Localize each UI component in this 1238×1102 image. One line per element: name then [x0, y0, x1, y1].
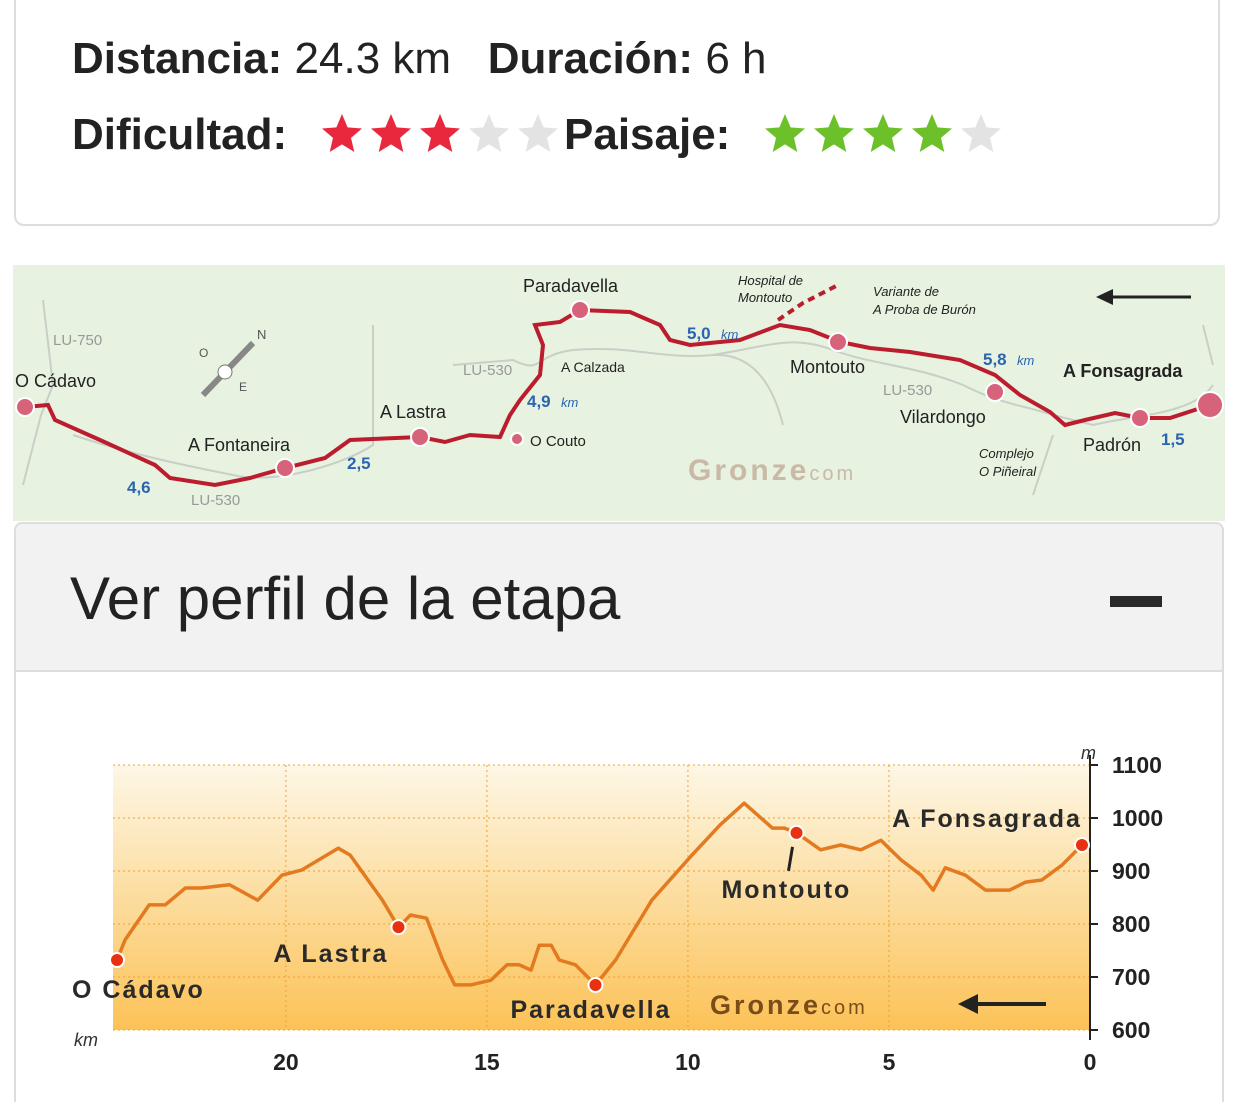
elevation-line	[115, 801, 1084, 987]
x-tick-label: 15	[474, 1049, 500, 1075]
label: Paisaje:	[564, 110, 731, 159]
y-tick-label: 600	[1112, 1017, 1150, 1043]
y-axis-label: m	[1081, 743, 1096, 763]
waypoint-label: Montouto	[721, 876, 851, 904]
place-label: Padrón	[1083, 435, 1141, 455]
section-title: Ver perfil de la etapa	[70, 565, 621, 632]
star	[322, 114, 362, 152]
distance-label: 2,5	[347, 454, 371, 473]
elevation-chart: 600 700 800 900 1000 1100 20 15 10 5 0 m km Gronzecom…	[72, 743, 1163, 1075]
star	[814, 114, 854, 152]
compass: N O E	[199, 327, 266, 398]
x-tick-label: 20	[273, 1049, 299, 1075]
note-label: Hospital de	[738, 273, 803, 288]
x-tick-label: 5	[883, 1049, 896, 1075]
star	[912, 114, 952, 152]
distance-label: 5,8	[983, 350, 1007, 369]
road-label: LU-530	[463, 362, 512, 379]
label: Duración:	[487, 34, 694, 83]
place-label: Vilardongo	[900, 407, 986, 427]
unit-label: km	[1017, 353, 1035, 368]
place-label: A Fontaneira	[188, 435, 291, 455]
place-label: A Lastra	[380, 402, 447, 422]
waypoint-label: O Cádavo	[72, 976, 205, 1004]
distance-label: 4,6	[127, 478, 151, 497]
place-label: O Couto	[530, 433, 586, 450]
brand: Gronzecom	[710, 990, 868, 1020]
note-label: A Proba de Burón	[872, 302, 976, 317]
waypoint-label: A Lastra	[273, 940, 388, 968]
leader	[787, 846, 794, 872]
waypoint	[109, 952, 126, 969]
compass-label: E	[239, 380, 247, 394]
y-tick-label: 800	[1112, 911, 1150, 937]
star	[371, 114, 411, 152]
star	[420, 114, 460, 152]
y-tick-label: 1100	[1112, 752, 1162, 778]
stage-distances: 4,6 2,5 4,9 km 5,0 km 5,8 km 1,5	[127, 324, 1185, 497]
route	[24, 307, 1211, 488]
collapse-icon[interactable]	[1110, 596, 1162, 607]
y-tick-label: 900	[1112, 858, 1150, 884]
direction-arrow	[1096, 289, 1191, 305]
info-row: Distancia: 24.3 km Duración: 6 h	[72, 34, 767, 84]
distance-label: 4,9	[527, 392, 551, 411]
place-label: A Fonsagrada	[1063, 361, 1183, 381]
compass-label: O	[199, 346, 208, 360]
place-label: Montouto	[790, 357, 865, 377]
stops	[15, 300, 1224, 478]
road-label: LU-530	[883, 382, 932, 399]
star	[765, 114, 805, 152]
note-label: O Piñeiral	[979, 464, 1037, 479]
distance-label: 5,0	[687, 324, 711, 343]
x-tick-label: 0	[1084, 1049, 1097, 1075]
waypoint	[390, 919, 407, 936]
waypoint	[587, 976, 604, 993]
star	[518, 114, 558, 152]
place-label: O Cádavo	[15, 371, 96, 391]
x-tick-label: 10	[675, 1049, 701, 1075]
value: 6 h	[705, 34, 767, 83]
label: Dificultad:	[72, 110, 288, 159]
y-tick-label: 700	[1112, 964, 1150, 990]
unit-label: km	[721, 327, 739, 342]
road-label: LU-530	[191, 492, 240, 509]
place-label: A Calzada	[561, 359, 625, 375]
info-card: Distancia: 24.3 km Duración: 6 h Dificul…	[14, 0, 1220, 226]
direction-arrow-head	[958, 994, 978, 1014]
value: 24.3 km	[294, 34, 452, 83]
label: Distancia:	[72, 34, 283, 83]
star	[469, 114, 509, 152]
note-label: Variante de	[873, 284, 939, 299]
unit-label: km	[561, 395, 579, 410]
note-label: Montouto	[738, 290, 792, 305]
compass-label: N	[257, 327, 266, 342]
waypoint-label: A Fonsagrada	[892, 805, 1082, 833]
place-label: Paradavella	[523, 276, 619, 296]
map-bg	[13, 265, 1225, 521]
y-tick-label: 1000	[1112, 805, 1163, 831]
ratings	[322, 114, 1001, 152]
waypoint	[788, 824, 805, 841]
profile-panel	[14, 672, 1224, 1102]
star	[863, 114, 903, 152]
variant-route	[776, 283, 839, 322]
note-label: Complejo	[979, 446, 1034, 461]
x-axis-label: km	[74, 1030, 98, 1050]
waypoint-label: Paradavella	[510, 996, 671, 1024]
info-row: Dificultad:	[72, 110, 287, 160]
distance-label: 1,5	[1161, 430, 1185, 449]
brand: Gronzecom	[688, 454, 856, 487]
info-row: Paisaje:	[564, 110, 730, 160]
waypoint	[1073, 837, 1090, 854]
road-label: LU-750	[53, 332, 102, 349]
star	[961, 114, 1001, 152]
route-map: LU-750 O Cádavo A Fontaneira LU-530 A La…	[13, 265, 1225, 521]
accordion-header[interactable]: Ver perfil de la etapa	[14, 522, 1224, 672]
map-labels: LU-750 O Cádavo A Fontaneira LU-530 A La…	[15, 273, 1183, 509]
